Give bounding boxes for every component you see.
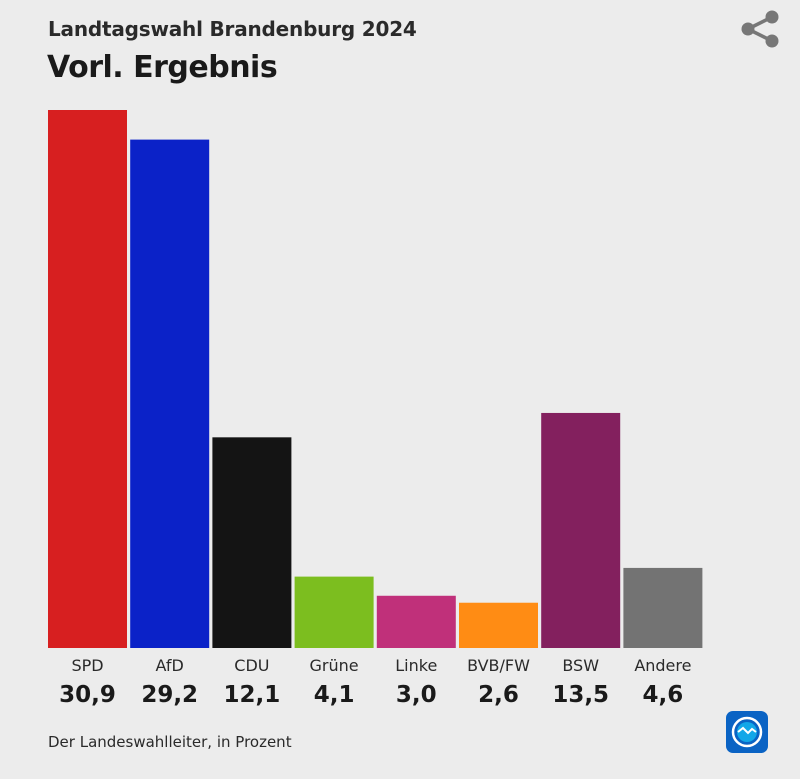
value-label: 2,6 bbox=[478, 682, 519, 708]
bar-spd bbox=[48, 110, 127, 648]
value-label: 12,1 bbox=[224, 682, 281, 708]
tagesschau-logo bbox=[726, 711, 768, 753]
value-label: 13,5 bbox=[552, 682, 609, 708]
value-label: 3,0 bbox=[396, 682, 437, 708]
category-label: Andere bbox=[634, 656, 691, 675]
value-label: 30,9 bbox=[59, 682, 116, 708]
chart-title: Vorl. Ergebnis bbox=[47, 50, 278, 85]
bar-andere bbox=[623, 567, 703, 648]
value-label: 4,6 bbox=[643, 682, 684, 708]
category-label: SPD bbox=[71, 656, 103, 675]
source-note: Der Landeswahlleiter, in Prozent bbox=[48, 733, 292, 751]
share-icon[interactable] bbox=[738, 8, 782, 50]
bar-linke bbox=[376, 595, 456, 648]
bar-gr-ne bbox=[294, 576, 374, 648]
category-label: BSW bbox=[562, 656, 599, 675]
bar-afd bbox=[130, 139, 210, 649]
category-label: AfD bbox=[156, 656, 184, 675]
bar-bsw bbox=[541, 412, 621, 648]
bar-bvb-fw bbox=[459, 602, 538, 648]
category-label: Grüne bbox=[310, 656, 359, 675]
category-label: CDU bbox=[234, 656, 269, 675]
chart-subtitle: Landtagswahl Brandenburg 2024 bbox=[48, 17, 417, 41]
category-label: BVB/FW bbox=[467, 656, 530, 675]
bar-chart: SPD 30,9 AfD 29,2 CDU 12,1 Grüne 4,1 Linke 3,0 BVB… bbox=[48, 110, 703, 708]
category-label: Linke bbox=[395, 656, 437, 675]
bar-cdu bbox=[212, 437, 292, 648]
value-label: 29,2 bbox=[141, 682, 198, 708]
value-label: 4,1 bbox=[314, 682, 355, 708]
